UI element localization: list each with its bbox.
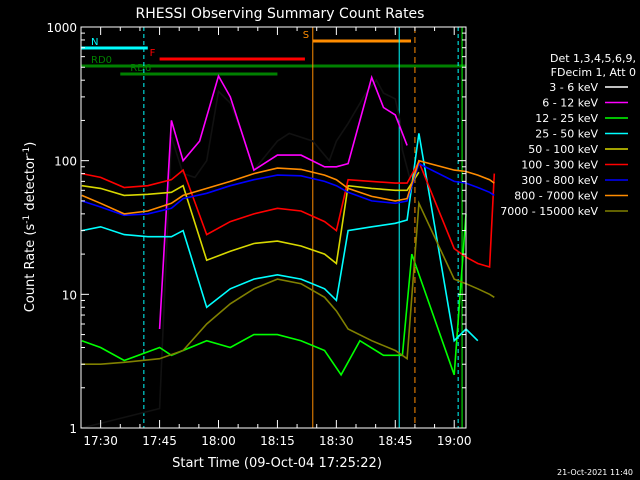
plot-frame bbox=[80, 26, 467, 429]
y-tick-label: 100 bbox=[54, 155, 77, 169]
legend: Det 1,3,4,5,6,9,FDecim 1, Att 0 3 - 6 keV… bbox=[500, 52, 636, 218]
series-line-6 bbox=[81, 162, 495, 217]
legend-label: 100 - 300 keV bbox=[521, 159, 598, 172]
svg-text:Count Rate (s-1 detector-1): Count Rate (s-1 detector-1) bbox=[22, 142, 38, 313]
event-s: S bbox=[303, 30, 411, 43]
legend-entry: 25 - 50 keV bbox=[535, 128, 628, 141]
legend-entry: 7000 - 15000 keV bbox=[500, 205, 628, 218]
x-tick-label: 19:00 bbox=[437, 434, 472, 448]
x-tick-label: 17:30 bbox=[83, 434, 118, 448]
legend-header: FDecim 1, Att 0 bbox=[551, 66, 636, 79]
legend-header: Det 1,3,4,5,6,9, bbox=[550, 52, 636, 65]
svg-text:RD0: RD0 bbox=[91, 55, 112, 66]
x-tick-label: 18:15 bbox=[260, 434, 295, 448]
legend-entry: 12 - 25 keV bbox=[535, 112, 628, 125]
x-tick-label: 17:45 bbox=[142, 434, 177, 448]
event-f: F bbox=[150, 48, 305, 61]
legend-entry: 800 - 7000 keV bbox=[514, 190, 628, 203]
y-tick-label: 10 bbox=[62, 288, 77, 302]
legend-label: 50 - 100 keV bbox=[528, 143, 598, 156]
x-tick-label: 18:45 bbox=[378, 434, 413, 448]
svg-text:F: F bbox=[150, 48, 156, 59]
legend-entry: 50 - 100 keV bbox=[528, 143, 628, 156]
legend-label: 7000 - 15000 keV bbox=[500, 205, 598, 218]
series-line-0 bbox=[81, 78, 413, 429]
event-rd0: RD0 bbox=[81, 55, 466, 68]
svg-text:S: S bbox=[303, 30, 309, 41]
chart-title: RHESSI Observing Summary Count Rates bbox=[136, 6, 425, 22]
legend-entry: 300 - 800 keV bbox=[521, 174, 628, 187]
legend-label: 6 - 12 keV bbox=[542, 97, 598, 110]
series-line-1 bbox=[158, 73, 408, 330]
series-line-3 bbox=[81, 133, 479, 343]
series-line-7 bbox=[81, 159, 495, 215]
series-line-4 bbox=[81, 171, 420, 265]
legend-entry: 6 - 12 keV bbox=[542, 97, 628, 110]
series-line-5 bbox=[81, 159, 496, 269]
legend-label: 12 - 25 keV bbox=[535, 112, 598, 125]
legend-label: 3 - 6 keV bbox=[549, 81, 598, 94]
y-tick-label: 1000 bbox=[46, 21, 77, 35]
event-rd6: RD6 bbox=[120, 63, 278, 76]
legend-label: 25 - 50 keV bbox=[535, 128, 598, 141]
legend-label: 300 - 800 keV bbox=[521, 174, 598, 187]
series-line-8 bbox=[81, 200, 495, 366]
legend-label: 800 - 7000 keV bbox=[514, 190, 598, 203]
series-line-2 bbox=[81, 213, 467, 377]
svg-text:N: N bbox=[91, 37, 98, 48]
x-axis-label: Start Time (09-Oct-04 17:25:22) bbox=[172, 456, 382, 471]
x-tick-label: 18:30 bbox=[319, 434, 354, 448]
y-tick-label: 1 bbox=[69, 422, 77, 436]
legend-entry: 3 - 6 keV bbox=[549, 81, 628, 94]
legend-entry: 100 - 300 keV bbox=[521, 159, 628, 172]
timestamp: 21-Oct-2021 11:40 bbox=[557, 468, 633, 477]
event-n: N bbox=[81, 37, 148, 50]
x-tick-label: 18:00 bbox=[201, 434, 236, 448]
svg-text:RD6: RD6 bbox=[130, 63, 151, 74]
y-axis-label: Count Rate (s-1 detector-1) bbox=[22, 142, 38, 313]
